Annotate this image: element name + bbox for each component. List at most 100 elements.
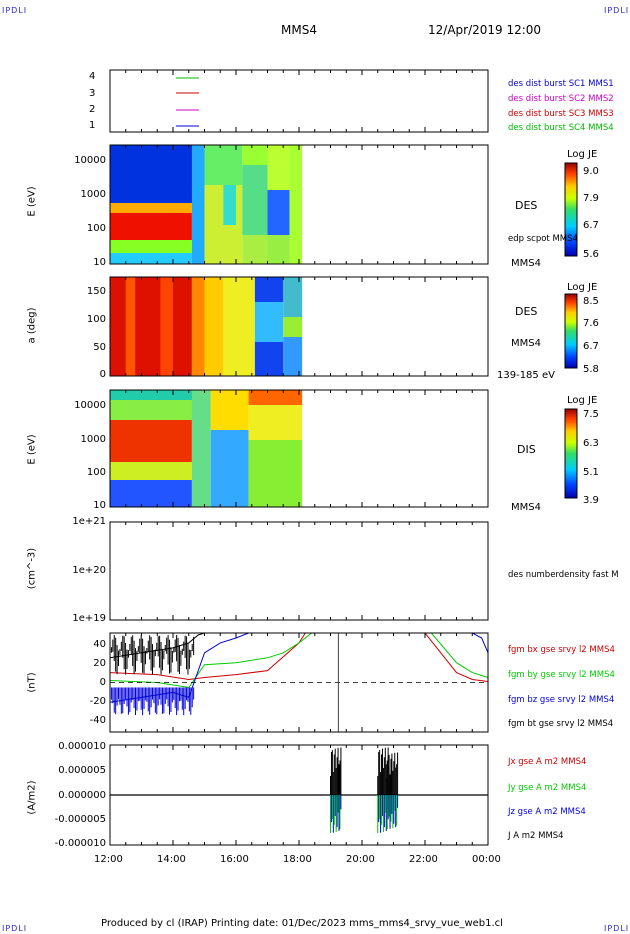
density-legend: des numberdensity fast M [508,570,619,580]
dis-energy-ytick: 100 [86,467,106,478]
bfield-series-bx [109,632,489,682]
xtick: 20:00 [346,854,375,865]
des-energy-ytick: 1000 [80,189,106,200]
bfield-series-by [109,632,489,689]
des-energy-ytick: 100 [86,223,106,234]
scpot-label: edp scpot MMS4 [508,234,578,244]
current-ylabel: (A/m2) [26,780,38,815]
current-ytick: 0.000005 [58,765,106,776]
heatmap-cell-p2 [204,277,224,376]
heatmap-cell-p2 [125,277,136,376]
xtick: 18:00 [283,854,312,865]
heatmap-cell-p3 [110,390,199,400]
colorbar-1 [564,162,578,257]
legend-des-mms3: des dist burst SC3 MMS3 [508,109,614,119]
dis-energy-ytick: 10 [93,500,106,511]
dis-energy-ytick: 10000 [74,400,106,411]
current-ytick: 0.000000 [58,790,106,801]
legend-des-mms4: des dist burst SC4 MMS4 [508,123,614,133]
legend-by: fgm by gse srvy l2 MMS4 [508,670,615,680]
heatmap-cell-p3 [248,405,303,440]
colorbar-3 [564,408,578,499]
heatmap-cell-p2 [283,277,303,317]
cbar3-title: Log JE [567,395,598,406]
heatmap-cell-p3 [248,440,303,507]
heatmap-cell-p3 [110,462,192,480]
des-pitch-ytick: 150 [86,286,106,297]
colorbar-2 [564,293,578,369]
cbar3-tick: 6.3 [583,438,599,449]
heatmap-cell-p2 [223,277,255,376]
cbar3-tick: 5.1 [583,467,599,478]
heatmap-cell-p2 [254,342,284,376]
heatmap-cell-p2 [160,277,173,376]
heatmap-cell-p1 [204,145,243,185]
heatmap-cell-p1 [110,145,199,203]
legend-des-mms1: des dist burst SC1 MMS1 [508,79,614,89]
heatmap-cell-p1 [242,235,268,264]
xtick: 12:00 [94,854,123,865]
des-energy-ylabel: E (eV) [26,186,38,217]
cbar2-title: Log JE [567,282,598,293]
des-pitch-ylabel: a (deg) [26,307,38,344]
heatmap-cell-p2 [283,337,303,376]
cbar1-tick: 9.0 [583,166,599,177]
heatmap-cell-p3 [210,430,249,507]
legend-jx: Jx gse A m2 MMS4 [508,757,587,767]
des-pitch-ytick: 50 [93,342,106,353]
header-datetime: 12/Apr/2019 12:00 [428,23,542,37]
cbar1-tick: 6.7 [583,220,599,231]
des-pitch-ytick: 100 [86,314,106,325]
xtick: 22:00 [409,854,438,865]
des-energy-sc-label: MMS4 [511,258,541,269]
dis-energy-label: DIS [517,443,536,456]
dis-energy-ytick: 1000 [80,434,106,445]
panel-frame-4 [109,521,489,621]
heatmap-cell-p1 [223,185,236,225]
legend-bx: fgm bx gse srvy l2 MMS4 [508,645,615,655]
cbar2-tick: 7.6 [583,318,599,329]
heatmap-cell-p3 [248,390,303,405]
legend-bz: fgm bz gse srvy l2 MMS4 [508,695,615,705]
density-ytick: 1e+19 [72,613,106,624]
legend-bt: fgm bt gse srvy l2 MMS4 [508,719,614,729]
des-pitch-sc-label: MMS4 [511,338,541,349]
footer-text: Produced by cl (IRAP) Printing date: 01/… [101,918,503,929]
heatmap-cell-p1 [191,145,205,264]
heatmap-cell-p2 [254,277,284,302]
des-pitch-ytick: 0 [99,369,106,380]
bfield-ylabel: (nT) [26,672,38,693]
heatmap-cell-p1 [242,145,268,165]
current-ytick: -0.000010 [54,838,106,849]
cbar3-tick: 7.5 [583,409,599,420]
heatmap-cell-p3 [110,400,199,420]
heatmap-cell-p1 [267,145,290,190]
cbar2-tick: 5.8 [583,364,599,375]
heatmap-cell-p2 [191,277,205,376]
cbar1-tick: 7.9 [583,193,599,204]
availability-ytick: 2 [89,104,96,115]
cbar1-tick: 5.6 [583,249,599,260]
availability-ytick: 4 [89,71,96,82]
heatmap-cell-p1 [267,190,290,235]
availability-ytick: 3 [89,88,96,99]
heatmap-cell-p2 [283,317,303,337]
legend-jz: Jz gse A m2 MMS4 [508,807,586,817]
des-energy-ytick: 10 [93,257,106,268]
cbar1-title: Log JE [567,149,598,160]
density-ylabel: (cm^-3) [26,547,38,590]
bfield-ytick: 20 [93,658,106,669]
corner-label-top-left: IPDLI [2,6,28,15]
bfield-series-bt [109,632,205,659]
cbar2-tick: 8.5 [583,296,599,307]
heatmap-cell-p3 [110,420,192,462]
legend-des-mms2: des dist burst SC2 MMS2 [508,94,614,104]
current-ytick: -0.000005 [54,814,106,825]
heatmap-cell-p1 [267,235,290,264]
panel-frame-0 [109,69,489,133]
density-ytick: 1e+20 [72,565,106,576]
des-pitch-label: DES [515,305,538,318]
bfield-ytick: -40 [89,715,106,726]
corner-label-bottom-left: IPDLI [2,924,28,933]
heatmap-cell-p3 [210,390,249,430]
